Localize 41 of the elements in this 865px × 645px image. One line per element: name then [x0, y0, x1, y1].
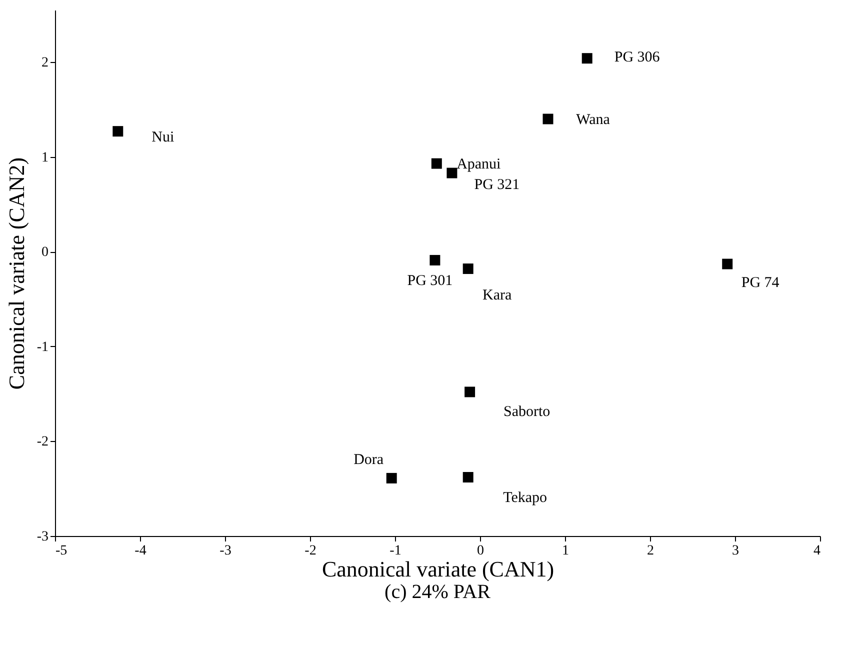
- point: [582, 53, 592, 64]
- annotation: Dora: [354, 452, 384, 468]
- y-tick-label: 2: [42, 56, 48, 71]
- annotation: PG 301: [407, 273, 453, 290]
- point: [446, 168, 458, 178]
- annotation: Apanui: [456, 156, 501, 173]
- annotation: PG 74: [741, 274, 780, 291]
- x-tick-label: -2: [304, 544, 316, 558]
- annotation: PG 321: [474, 177, 520, 194]
- point: [464, 386, 476, 398]
- x-tick-label: 4: [814, 544, 820, 558]
- y-axis-title: Canonical variate (CAN2): [4, 157, 29, 390]
- y-tick-label: 1: [42, 150, 48, 166]
- x-tick-label: 3: [732, 544, 739, 558]
- x-tick-label: 1: [562, 544, 569, 558]
- point: [542, 114, 554, 124]
- x-tick-label: 0: [477, 544, 484, 558]
- text: (c) 24% PAR: [384, 581, 492, 603]
- point: [430, 254, 440, 266]
- point: [462, 472, 474, 482]
- annotation: Nui: [152, 129, 174, 146]
- y-tick-label: -1: [36, 340, 48, 355]
- point: [386, 472, 397, 484]
- annotation: Kara: [482, 288, 512, 304]
- annotation: Tekapo: [503, 490, 548, 506]
- x-tick-label: -3: [220, 544, 232, 558]
- x-axis-title: Canonical variate (CAN1): [322, 556, 554, 582]
- annotation: Saborto: [503, 404, 550, 420]
- point: [431, 158, 442, 169]
- y-tick-label: -2: [36, 434, 48, 450]
- point: [112, 126, 124, 137]
- point: [462, 263, 474, 274]
- y-tick-label: -3: [36, 530, 48, 544]
- annotation: PG 306: [614, 49, 660, 66]
- x-tick-label: -4: [134, 544, 146, 558]
- annotation: Wana: [576, 112, 610, 128]
- point: [722, 258, 733, 270]
- x-tick-label: -1: [390, 544, 402, 558]
- x-tick-label: -5: [56, 544, 68, 558]
- y-tick-label: 0: [42, 245, 48, 260]
- x-tick-label: 2: [647, 544, 654, 558]
